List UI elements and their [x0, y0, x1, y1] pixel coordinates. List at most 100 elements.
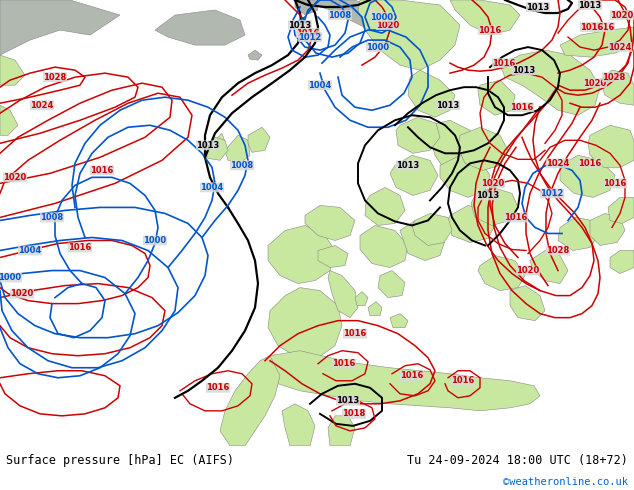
Text: 1016: 1016: [344, 329, 366, 338]
Polygon shape: [478, 255, 525, 291]
Text: 1016: 1016: [478, 25, 501, 35]
Polygon shape: [440, 155, 490, 197]
Polygon shape: [608, 197, 634, 223]
Polygon shape: [408, 70, 455, 117]
Text: 1028: 1028: [547, 246, 569, 255]
Text: 1016: 1016: [206, 383, 230, 392]
Text: 1008: 1008: [230, 161, 254, 170]
Text: 1016: 1016: [493, 59, 515, 68]
Text: 1008: 1008: [328, 10, 352, 20]
Polygon shape: [368, 302, 382, 316]
Text: 1004: 1004: [18, 246, 42, 255]
Text: 1013: 1013: [578, 0, 602, 9]
Polygon shape: [0, 55, 25, 85]
Polygon shape: [358, 0, 460, 70]
Polygon shape: [318, 245, 348, 268]
Text: 1018: 1018: [342, 409, 366, 418]
Polygon shape: [560, 27, 634, 57]
Text: Tu 24-09-2024 18:00 UTC (18+72): Tu 24-09-2024 18:00 UTC (18+72): [407, 454, 628, 466]
Text: 1000: 1000: [366, 43, 389, 51]
Text: 1020: 1020: [611, 10, 633, 20]
Polygon shape: [305, 205, 355, 241]
Polygon shape: [450, 0, 520, 35]
Text: 1012: 1012: [540, 189, 564, 198]
Polygon shape: [458, 127, 508, 171]
Text: 1000: 1000: [370, 13, 394, 22]
Polygon shape: [205, 137, 228, 160]
Text: 1016: 1016: [451, 376, 475, 385]
Polygon shape: [328, 416, 355, 446]
Text: 1020: 1020: [10, 289, 34, 298]
Polygon shape: [248, 50, 262, 60]
Text: 1012: 1012: [299, 32, 321, 42]
Polygon shape: [530, 250, 568, 284]
Text: 1016: 1016: [504, 213, 527, 222]
Text: 1013: 1013: [288, 21, 312, 29]
Text: 1020: 1020: [583, 79, 607, 88]
Text: 1024: 1024: [547, 159, 570, 168]
Polygon shape: [510, 286, 545, 320]
Polygon shape: [315, 0, 400, 40]
Polygon shape: [471, 187, 518, 225]
Text: 1028: 1028: [43, 73, 67, 82]
Polygon shape: [0, 0, 120, 55]
Polygon shape: [268, 351, 540, 411]
Polygon shape: [588, 125, 634, 168]
Text: 1024: 1024: [608, 43, 631, 51]
Polygon shape: [248, 127, 270, 152]
Polygon shape: [500, 50, 600, 115]
Text: 1016: 1016: [400, 371, 424, 380]
Polygon shape: [360, 225, 408, 268]
Text: 1000: 1000: [0, 273, 22, 282]
Polygon shape: [412, 214, 452, 245]
Text: 1016: 1016: [296, 28, 320, 38]
Polygon shape: [268, 225, 335, 284]
Text: 1020: 1020: [516, 266, 540, 275]
Text: 1028: 1028: [602, 73, 626, 82]
Polygon shape: [600, 70, 634, 105]
Text: 1016: 1016: [578, 159, 602, 168]
Polygon shape: [400, 220, 445, 261]
Polygon shape: [295, 0, 318, 15]
Text: 1013: 1013: [396, 161, 420, 170]
Text: 1004: 1004: [308, 81, 332, 90]
Polygon shape: [220, 356, 280, 446]
Text: 1020: 1020: [377, 21, 399, 29]
Polygon shape: [558, 218, 598, 250]
Text: 1016: 1016: [592, 23, 615, 31]
Text: ©weatheronline.co.uk: ©weatheronline.co.uk: [503, 477, 628, 487]
Polygon shape: [390, 155, 438, 196]
Polygon shape: [210, 133, 225, 152]
Polygon shape: [282, 404, 315, 446]
Text: 1000: 1000: [143, 236, 167, 245]
Text: 1020: 1020: [3, 173, 27, 182]
Polygon shape: [430, 120, 480, 175]
Polygon shape: [0, 105, 18, 135]
Text: 1013: 1013: [512, 66, 536, 74]
Polygon shape: [447, 205, 495, 243]
Text: 1016: 1016: [604, 179, 626, 188]
Text: 1008: 1008: [41, 213, 63, 222]
Text: 1016: 1016: [332, 359, 356, 368]
Polygon shape: [355, 292, 368, 306]
Text: 1016: 1016: [580, 23, 604, 31]
Text: 1013: 1013: [337, 396, 359, 405]
Text: 1013: 1013: [197, 141, 219, 150]
Text: 1016: 1016: [90, 166, 113, 175]
Text: 1013: 1013: [526, 2, 550, 11]
Polygon shape: [396, 117, 440, 153]
Text: 1013: 1013: [436, 101, 460, 110]
Text: 1020: 1020: [481, 179, 505, 188]
Polygon shape: [610, 250, 634, 273]
Text: 1016: 1016: [510, 103, 534, 112]
Polygon shape: [155, 10, 245, 45]
Text: 1024: 1024: [30, 101, 54, 110]
Polygon shape: [378, 270, 405, 297]
Text: Surface pressure [hPa] EC (AIFS): Surface pressure [hPa] EC (AIFS): [6, 454, 235, 466]
Text: 1004: 1004: [200, 183, 224, 192]
Polygon shape: [225, 135, 250, 163]
Polygon shape: [268, 288, 342, 358]
Polygon shape: [390, 314, 408, 328]
Polygon shape: [590, 214, 625, 245]
Polygon shape: [478, 80, 515, 115]
